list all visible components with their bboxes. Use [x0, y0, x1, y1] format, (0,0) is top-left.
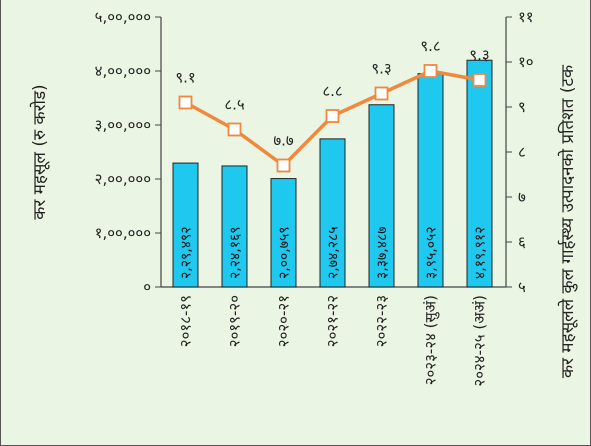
bar [368, 104, 395, 288]
left-tick-label: ४,००,००० [95, 62, 151, 80]
rate-value-label: ७.७ [273, 132, 294, 150]
bar-value-label: २,००,७५९ [277, 226, 293, 279]
bar-value-label: २,२९,४९२ [179, 226, 195, 279]
rate-marker [178, 95, 193, 110]
bar-value-label: ३,३७,४८७ [375, 226, 391, 279]
category-label: २०१९-२० [226, 295, 244, 347]
right-tick-label: ९ [518, 98, 526, 116]
right-axis-title: कर महसूलले कुल गार्हस्थ्य उत्पादनको प्रत… [557, 64, 578, 378]
bar [270, 178, 297, 288]
category-label: २०१८-१९ [177, 295, 195, 347]
right-tick-label: १० [518, 53, 534, 71]
bar [466, 59, 493, 288]
left-tick-label: ० [143, 278, 151, 296]
rate-value-label: ९.१ [175, 69, 195, 87]
bar [319, 138, 346, 288]
bar-value-label: ३,९५,०५२ [424, 226, 440, 279]
rate-marker [423, 64, 438, 78]
category-label: २०२४-२५ (अअं) [471, 295, 489, 387]
rate-marker [374, 86, 389, 101]
left-axis-title: कर महसूल (रु करोड) [29, 84, 50, 219]
rate-marker [472, 73, 487, 87]
bar-value-label: २,७४,२८५ [326, 226, 342, 279]
rate-value-label: ८.५ [224, 96, 245, 114]
category-label: २०२३-२४ (सुअं) [422, 295, 441, 385]
rate-marker [276, 158, 291, 173]
right-tick-label: ११ [518, 8, 534, 26]
rate-marker [227, 122, 242, 137]
right-tick-label: ५ [518, 278, 526, 296]
rate-value-label: ८.८ [322, 82, 342, 100]
right-tick-label: ७ [518, 188, 526, 206]
category-label: २०२०-२१ [275, 295, 293, 347]
bar-value-label: ४,१९,९१२ [473, 226, 489, 279]
rate-value-label: ९.८ [420, 37, 440, 55]
bar-value-label: २,२४,१६९ [228, 226, 244, 279]
right-tick-label: ६ [518, 233, 526, 251]
category-label: २०२२-२३ [373, 295, 391, 347]
rate-value-label: ९.३ [371, 60, 391, 78]
left-tick-label: १,००,००० [95, 224, 151, 242]
bar [172, 162, 199, 288]
bar [221, 165, 248, 288]
rate-value-label: ९.३ [469, 46, 489, 64]
left-tick-label: ५,००,००० [95, 8, 151, 26]
right-tick-label: ८ [518, 143, 526, 161]
left-tick-label: २,००,००० [95, 170, 151, 188]
category-label: २०२१-२२ [324, 295, 342, 347]
rate-marker [325, 109, 340, 123]
left-tick-label: ३,००,००० [95, 116, 151, 134]
bar [417, 73, 444, 288]
